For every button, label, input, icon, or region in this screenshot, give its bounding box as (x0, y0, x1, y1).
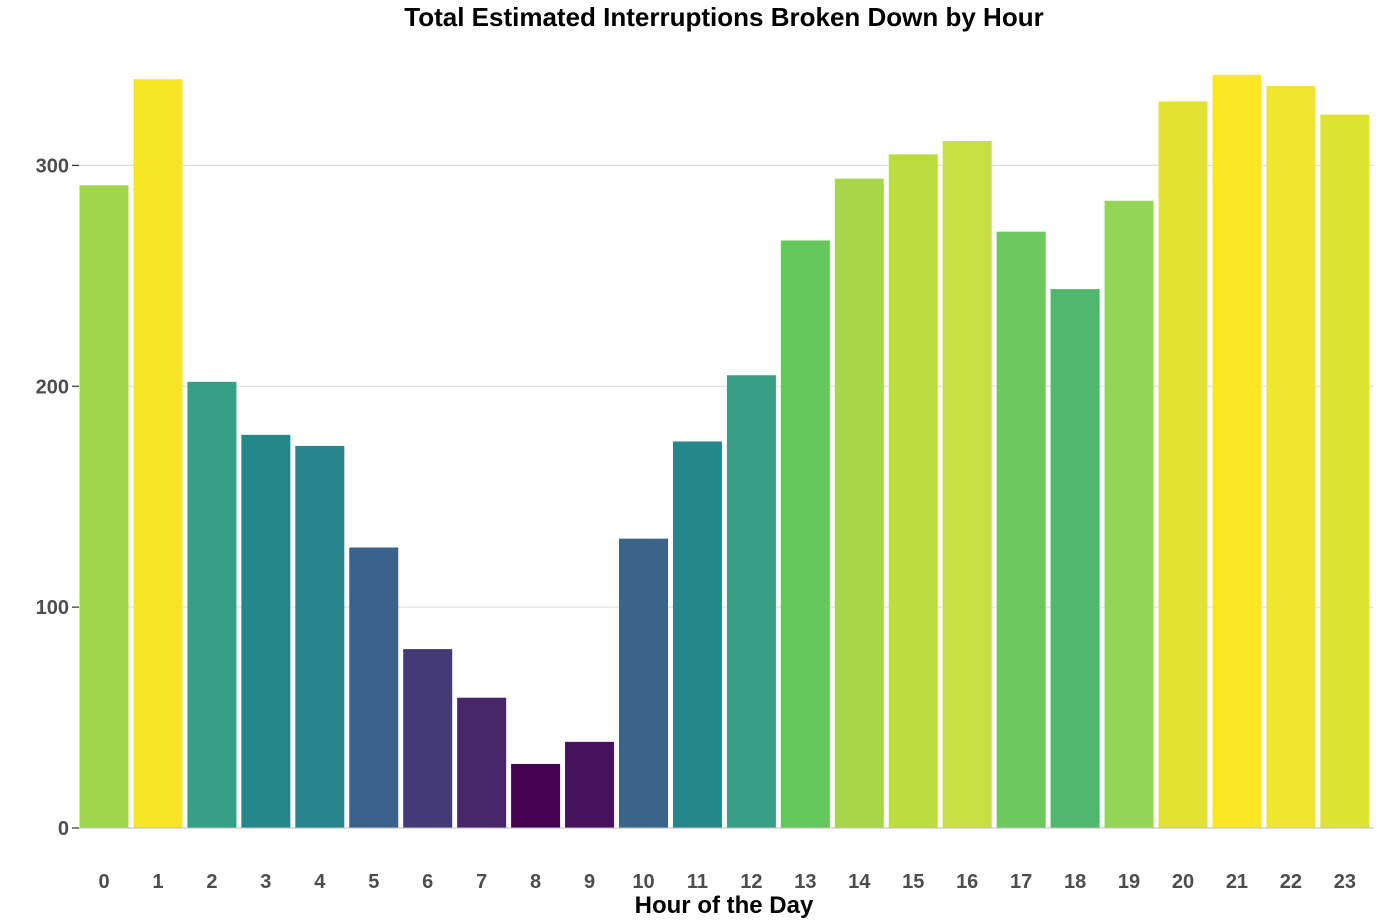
bar-hour-16 (942, 141, 992, 829)
x-axis-label: Hour of the Day (635, 892, 814, 919)
bar-hour-17 (996, 231, 1046, 828)
x-tick-label-17: 17 (1010, 871, 1032, 893)
x-tick-label-15: 15 (902, 871, 924, 893)
y-axis-ticks: 0 100 200 300 (36, 155, 79, 840)
bar-hour-18 (1050, 289, 1100, 829)
x-tick-label-13: 13 (794, 871, 816, 893)
x-tick-label-21: 21 (1226, 871, 1248, 893)
bars (79, 74, 1370, 829)
bar-hour-10 (619, 538, 668, 828)
bar-hour-5 (349, 547, 399, 828)
grid-lines (79, 164, 1374, 608)
bar-hour-13 (780, 240, 830, 829)
x-tick-label-9: 9 (584, 871, 595, 893)
bar-hour-23 (1320, 114, 1370, 829)
bar-hour-7 (457, 697, 507, 828)
x-tick-label-14: 14 (848, 871, 871, 893)
bar-hour-12 (726, 375, 776, 828)
x-tick-label-0: 0 (98, 871, 109, 893)
bar-hour-1 (133, 79, 183, 828)
bar-hour-19 (1104, 200, 1154, 829)
bar-hour-4 (295, 445, 345, 828)
bar-hour-11 (672, 441, 722, 828)
bar-hour-3 (241, 434, 291, 828)
bar-hour-8 (511, 763, 561, 828)
x-tick-label-7: 7 (476, 871, 487, 893)
x-tick-label-22: 22 (1280, 871, 1302, 893)
x-tick-label-3: 3 (260, 871, 271, 893)
x-tick-label-8: 8 (530, 871, 541, 893)
chart-title: Total Estimated Interruptions Broken Dow… (404, 2, 1043, 32)
x-tick-label-18: 18 (1064, 871, 1086, 893)
bar-hour-9 (565, 741, 615, 828)
x-tick-label-1: 1 (152, 871, 163, 893)
x-tick-label-2: 2 (206, 871, 217, 893)
bar-hour-2 (187, 381, 237, 828)
x-tick-label-19: 19 (1118, 871, 1140, 893)
y-tick-label-100: 100 (36, 597, 69, 619)
bar-hour-21 (1212, 74, 1262, 828)
bar-hour-15 (888, 154, 938, 829)
bar-hour-14 (834, 178, 884, 828)
bar-hour-6 (403, 649, 453, 828)
bar-hour-0 (79, 185, 129, 828)
bar-hour-20 (1158, 101, 1208, 829)
x-axis-ticks: 0 1 2 3 4 5 6 7 8 9 10 11 12 13 14 15 16 17 18 19 20 21 22 23 (98, 871, 1356, 893)
y-tick-label-0: 0 (58, 818, 69, 840)
y-tick-label-300: 300 (36, 155, 69, 177)
x-tick-label-5: 5 (368, 871, 379, 893)
x-tick-label-23: 23 (1334, 871, 1356, 893)
x-tick-label-11: 11 (687, 871, 708, 893)
x-tick-label-4: 4 (314, 871, 326, 893)
x-tick-label-16: 16 (956, 871, 978, 893)
bar-hour-22 (1266, 85, 1316, 828)
x-tick-label-10: 10 (632, 871, 654, 893)
x-tick-label-6: 6 (422, 871, 433, 893)
y-tick-label-200: 200 (36, 376, 69, 398)
x-tick-label-20: 20 (1172, 871, 1194, 893)
x-tick-label-12: 12 (740, 871, 762, 893)
